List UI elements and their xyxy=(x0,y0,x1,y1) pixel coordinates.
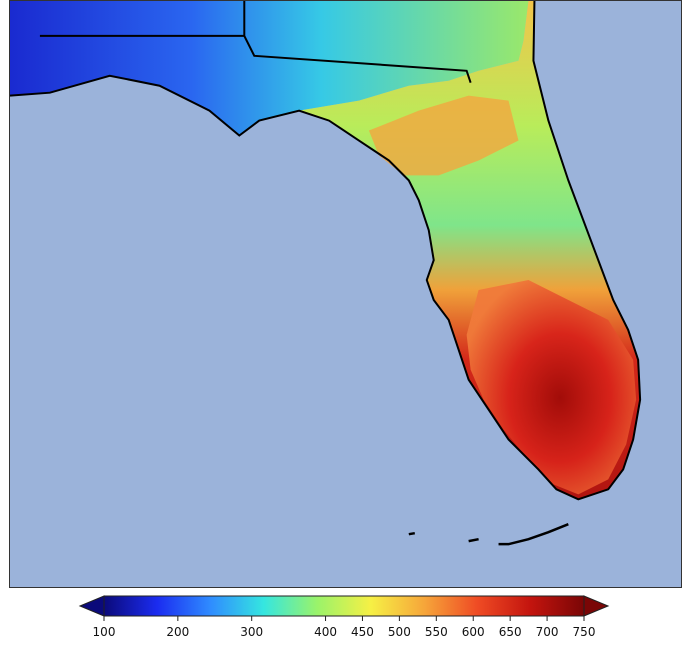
colorbar-tick-label: 450 xyxy=(351,625,374,639)
colorbar-arrow-left xyxy=(78,595,105,617)
colorbar-tick-label: 750 xyxy=(573,625,596,639)
colorbar-bar xyxy=(103,595,585,617)
colorbar-tick-label: 650 xyxy=(499,625,522,639)
florida-map xyxy=(10,1,681,587)
florida-keys xyxy=(408,523,569,546)
colorbar-tick-label: 100 xyxy=(93,625,116,639)
south-hotspot xyxy=(466,280,637,495)
colorbar-tick-label: 700 xyxy=(536,625,559,639)
colorbar-arrow-right xyxy=(583,595,610,617)
colorbar-tick-label: 400 xyxy=(314,625,337,639)
coastline xyxy=(10,1,642,501)
colorbar-tick-label: 200 xyxy=(166,625,189,639)
colorbar-tick-label: 600 xyxy=(462,625,485,639)
colorbar-tick-label: 500 xyxy=(388,625,411,639)
land-north xyxy=(10,1,529,136)
state-border xyxy=(39,1,472,84)
north-central-patch xyxy=(368,95,519,176)
colorbar-tick-label: 300 xyxy=(240,625,263,639)
colorbar-tick-label: 550 xyxy=(425,625,448,639)
map-frame xyxy=(9,0,682,588)
